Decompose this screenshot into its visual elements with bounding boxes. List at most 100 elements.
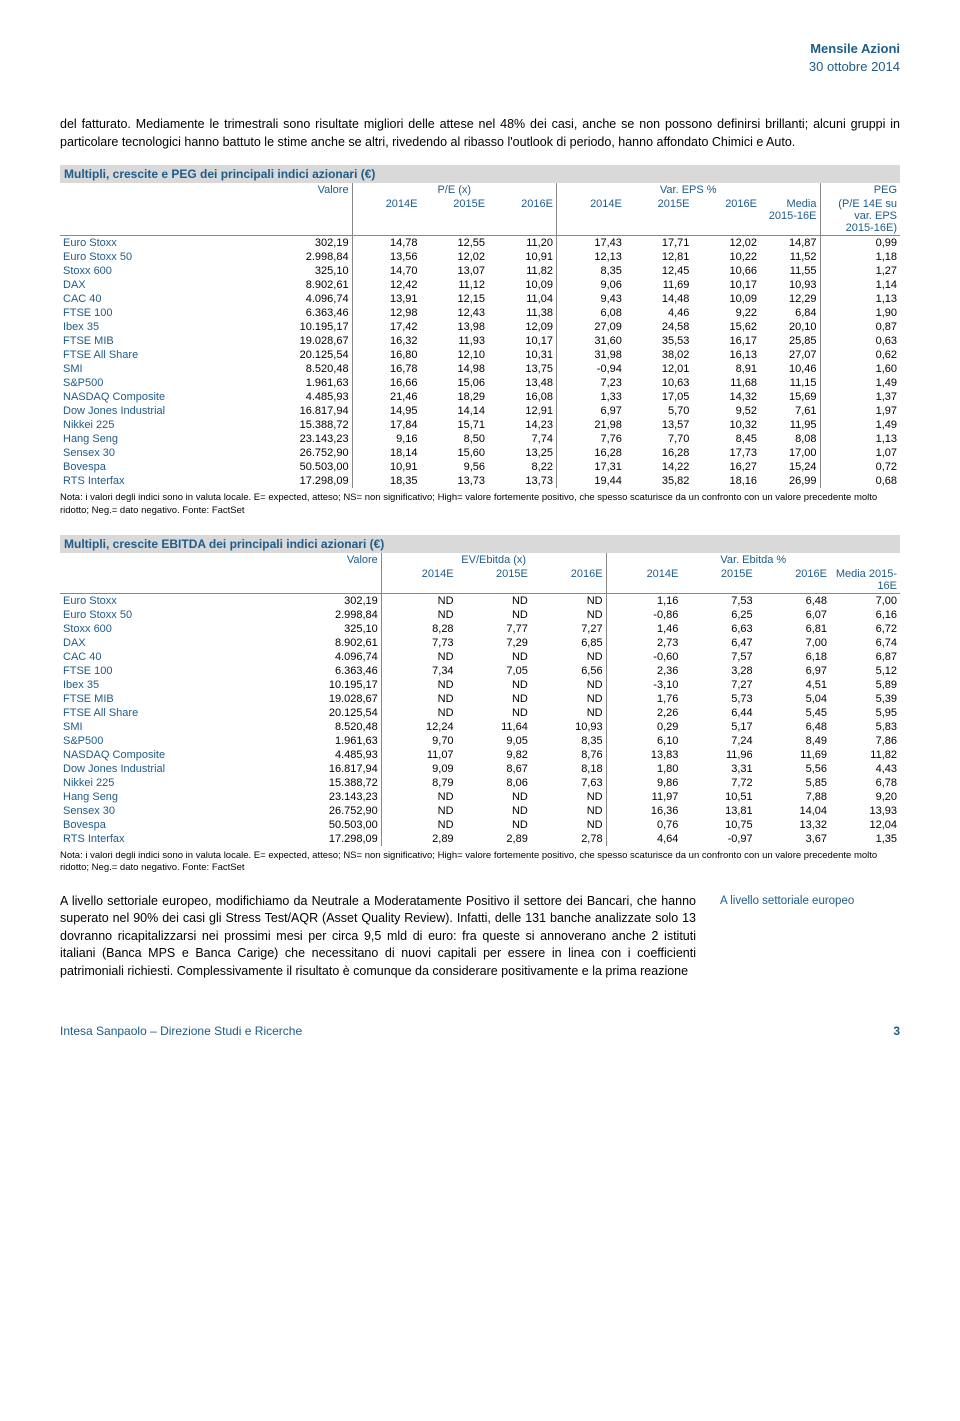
table-row: Stoxx 600325,108,287,777,271,466,636,816… <box>60 622 900 636</box>
row-p16: 8,76 <box>531 748 606 762</box>
row-peg: 1,97 <box>820 404 900 418</box>
table-row: Nikkei 22515.388,7217,8415,7114,2321,981… <box>60 418 900 432</box>
row-e16: 8,49 <box>756 734 830 748</box>
row-p14: 9,16 <box>352 432 420 446</box>
row-e14: 9,86 <box>606 776 681 790</box>
row-e16: 7,00 <box>756 636 830 650</box>
row-p16: 13,75 <box>488 362 556 376</box>
row-p16: 11,82 <box>488 264 556 278</box>
row-index: NASDAQ Composite <box>60 390 253 404</box>
row-e16: 10,22 <box>692 250 760 264</box>
footer-page: 3 <box>893 1024 900 1038</box>
table-row: Euro Stoxx 502.998,84NDNDND-0,866,256,07… <box>60 608 900 622</box>
table-row: FTSE 1006.363,4612,9812,4311,386,084,469… <box>60 306 900 320</box>
row-e15: 7,24 <box>681 734 755 748</box>
table1-hdr-valore: Valore <box>253 183 352 197</box>
row-e14: 21,98 <box>556 418 624 432</box>
table-row: S&P5001.961,639,709,058,356,107,248,497,… <box>60 734 900 748</box>
row-index: Bovespa <box>60 818 272 832</box>
row-p14: 13,91 <box>352 292 420 306</box>
row-p15: 7,29 <box>457 636 531 650</box>
row-p15: 2,89 <box>457 832 531 846</box>
row-p16: 10,31 <box>488 348 556 362</box>
table-row: DAX8.902,617,737,296,852,736,477,006,74 <box>60 636 900 650</box>
row-p14: ND <box>381 706 456 720</box>
row-e15: 14,48 <box>625 292 693 306</box>
row-p15: ND <box>457 594 531 609</box>
table2-title: Multipli, crescite EBITDA dei principali… <box>60 535 900 553</box>
table2-hdr-ev: EV/Ebitda (x) <box>381 553 606 567</box>
table1-hdr-vareps: Var. EPS % <box>556 183 820 197</box>
row-valore: 302,19 <box>253 236 352 251</box>
row-p16: ND <box>531 594 606 609</box>
row-e14: 27,09 <box>556 320 624 334</box>
row-peg: 1,90 <box>820 306 900 320</box>
row-p14: 17,42 <box>352 320 420 334</box>
row-e15: 3,31 <box>681 762 755 776</box>
table-row: Dow Jones Industrial16.817,9414,9514,141… <box>60 404 900 418</box>
row-peg: 1,13 <box>820 292 900 306</box>
row-valore: 17.298,09 <box>272 832 381 846</box>
row-p14: ND <box>381 678 456 692</box>
row-index: FTSE 100 <box>60 664 272 678</box>
row-index: DAX <box>60 636 272 650</box>
page-footer: Intesa Sanpaolo – Direzione Studi e Rice… <box>60 1024 900 1038</box>
row-p15: 14,14 <box>421 404 489 418</box>
bottom-side-note: A livello settoriale europeo <box>720 893 900 995</box>
row-media: 8,08 <box>760 432 820 446</box>
row-e14: 9,43 <box>556 292 624 306</box>
row-e15: 38,02 <box>625 348 693 362</box>
row-p16: 7,63 <box>531 776 606 790</box>
row-e14: 8,35 <box>556 264 624 278</box>
row-valore: 26.752,90 <box>253 446 352 460</box>
row-index: Euro Stoxx 50 <box>60 608 272 622</box>
row-p15: 11,93 <box>421 334 489 348</box>
row-media: 11,55 <box>760 264 820 278</box>
table-row: FTSE All Share20.125,54NDNDND2,266,445,4… <box>60 706 900 720</box>
row-p15: ND <box>457 818 531 832</box>
row-p14: 13,56 <box>352 250 420 264</box>
row-index: NASDAQ Composite <box>60 748 272 762</box>
row-e15: 12,45 <box>625 264 693 278</box>
row-peg: 1,60 <box>820 362 900 376</box>
row-media: 7,61 <box>760 404 820 418</box>
row-valore: 8.902,61 <box>253 278 352 292</box>
row-p14: 8,28 <box>381 622 456 636</box>
row-valore: 23.143,23 <box>253 432 352 446</box>
row-e14: -0,60 <box>606 650 681 664</box>
table2-col-2016e-b: 2016E <box>756 567 830 594</box>
row-p15: 12,10 <box>421 348 489 362</box>
row-media: 5,95 <box>830 706 900 720</box>
table1-footnote: Nota: i valori degli indici sono in valu… <box>60 492 900 517</box>
row-index: Nikkei 225 <box>60 776 272 790</box>
table2-col-2014e-b: 2014E <box>606 567 681 594</box>
row-media: 5,12 <box>830 664 900 678</box>
table-row: FTSE All Share20.125,5416,8012,1010,3131… <box>60 348 900 362</box>
row-e15: 17,05 <box>625 390 693 404</box>
row-media: 11,15 <box>760 376 820 390</box>
table2-hdr-vareb: Var. Ebitda % <box>606 553 900 567</box>
row-peg: 1,49 <box>820 418 900 432</box>
row-media: 6,72 <box>830 622 900 636</box>
row-e14: 31,98 <box>556 348 624 362</box>
row-e16: 12,02 <box>692 236 760 251</box>
row-index: Euro Stoxx <box>60 236 253 251</box>
row-e15: 6,63 <box>681 622 755 636</box>
page-header: Mensile Azioni 30 ottobre 2014 <box>60 40 900 76</box>
row-valore: 23.143,23 <box>272 790 381 804</box>
row-e15: 16,28 <box>625 446 693 460</box>
row-p14: ND <box>381 650 456 664</box>
row-e16: 6,07 <box>756 608 830 622</box>
row-e14: 2,36 <box>606 664 681 678</box>
row-p15: ND <box>457 678 531 692</box>
row-p14: 18,14 <box>352 446 420 460</box>
row-e14: 1,16 <box>606 594 681 609</box>
row-p15: 7,77 <box>457 622 531 636</box>
row-e15: -0,97 <box>681 832 755 846</box>
row-e15: 14,22 <box>625 460 693 474</box>
row-p15: 15,06 <box>421 376 489 390</box>
row-index: FTSE MIB <box>60 692 272 706</box>
row-e14: 17,43 <box>556 236 624 251</box>
table-row: Sensex 3026.752,90NDNDND16,3613,8114,041… <box>60 804 900 818</box>
table-row: Bovespa50.503,00NDNDND0,7610,7513,3212,0… <box>60 818 900 832</box>
